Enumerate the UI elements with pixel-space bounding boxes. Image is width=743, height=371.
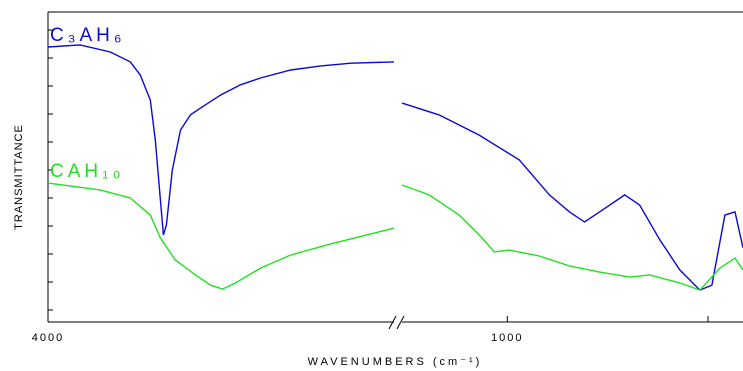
x-axis-label: WAVENUMBERS (cm⁻¹): [308, 356, 483, 368]
x-tick-label: 4000: [32, 332, 64, 344]
x-tick-label: 1000: [491, 332, 523, 344]
y-axis-label: TRANSMITTANCE: [13, 124, 25, 230]
spectrum-line: [47, 44, 743, 291]
series-label: CAH₁₀: [50, 161, 124, 182]
series-label: C₃AH₆: [50, 25, 126, 46]
spectrum-line: [47, 182, 743, 291]
y-minor-ticks: [48, 29, 53, 311]
axis-break: [388, 315, 397, 330]
axis-break: [396, 315, 405, 330]
